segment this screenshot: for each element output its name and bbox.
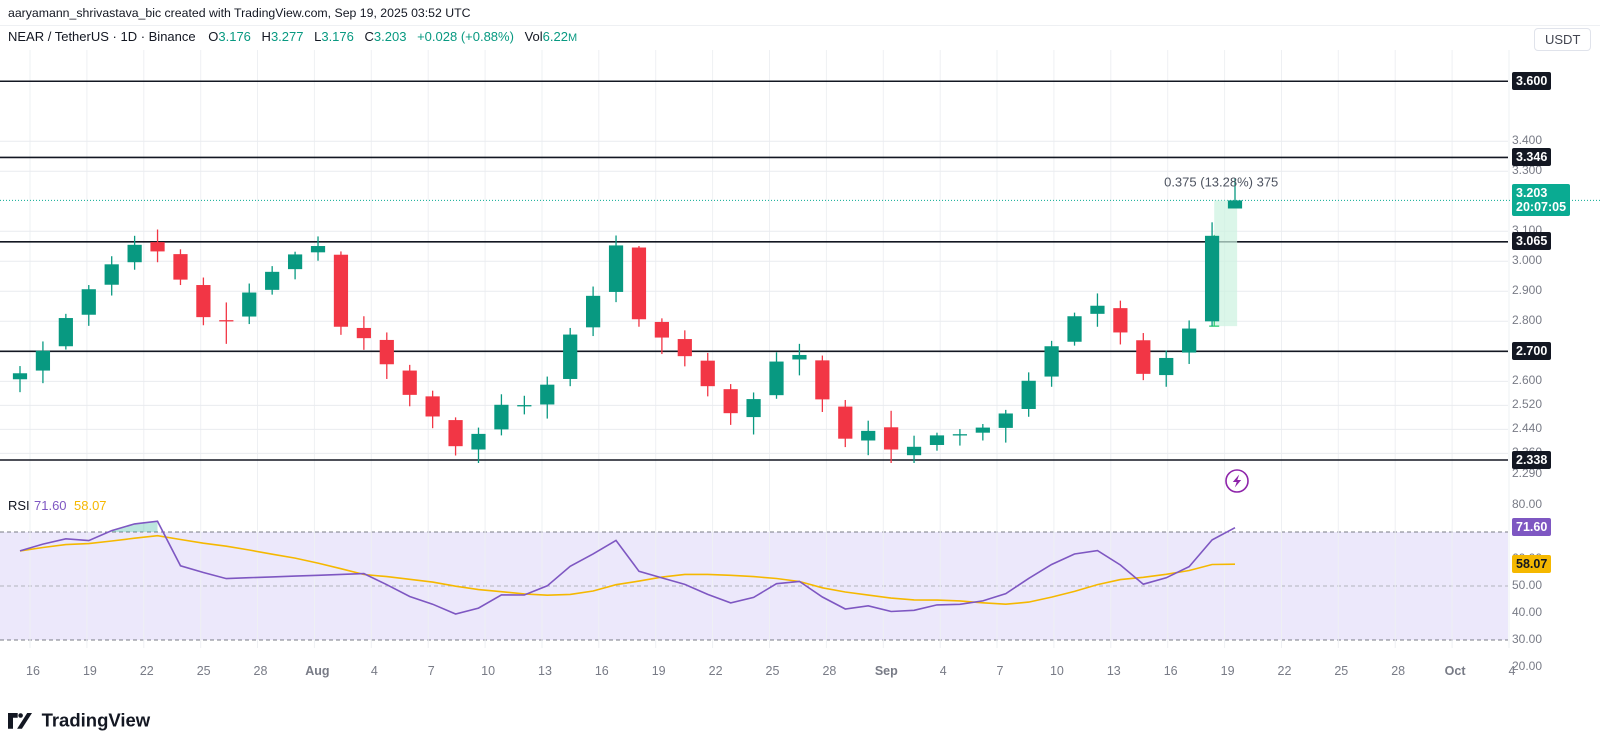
svg-text:58.07: 58.07 xyxy=(74,498,107,513)
svg-text:RSI: RSI xyxy=(8,498,30,513)
svg-text:71.60: 71.60 xyxy=(34,498,67,513)
svg-text:0.375 (13.28%) 375: 0.375 (13.28%) 375 xyxy=(1164,174,1278,189)
